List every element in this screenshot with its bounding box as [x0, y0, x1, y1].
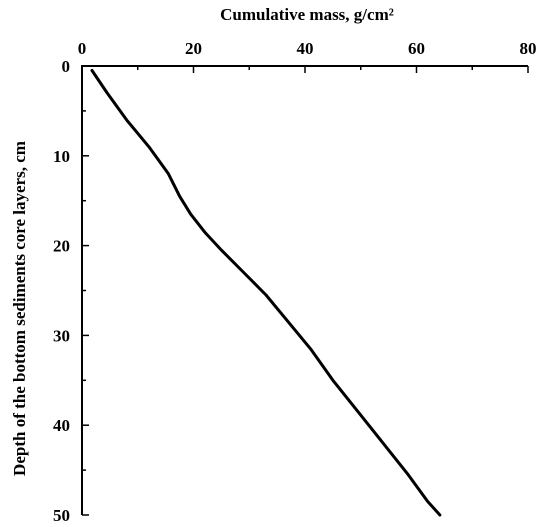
y-tick-label: 50	[53, 506, 70, 525]
y-axis-ticks: 0 10 20 30 40 50	[53, 57, 89, 525]
x-tick-label: 80	[520, 39, 537, 58]
x-axis-ticks: 0 20 40 60 80	[78, 39, 537, 73]
series-line	[90, 69, 442, 517]
y-tick-label: 20	[53, 237, 70, 256]
y-tick-label: 30	[53, 326, 70, 345]
y-tick-label: 0	[62, 57, 71, 76]
x-tick-label: 20	[185, 39, 202, 58]
x-tick-label: 60	[408, 39, 425, 58]
x-axis-title: Cumulative mass, g/cm²	[220, 5, 394, 24]
y-tick-label: 10	[53, 147, 70, 166]
x-tick-label: 0	[78, 39, 87, 58]
x-tick-label: 40	[297, 39, 314, 58]
y-tick-label: 40	[53, 416, 70, 435]
y-axis-title: Depth of the bottom sediments core layer…	[10, 141, 29, 476]
